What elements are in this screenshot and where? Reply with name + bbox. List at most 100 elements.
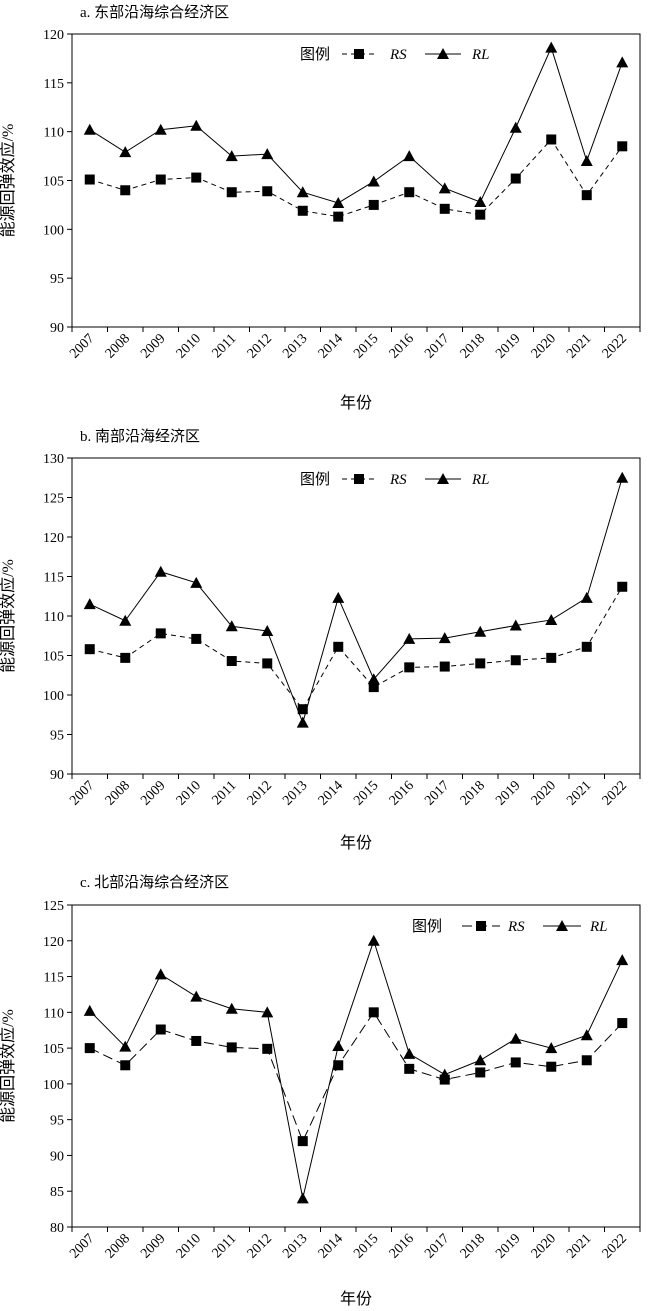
x-axis-title: 年份 bbox=[340, 834, 372, 852]
y-tick-label: 115 bbox=[44, 77, 64, 92]
legend-marker-rl bbox=[556, 920, 568, 931]
y-tick-label: 125 bbox=[43, 899, 64, 914]
x-tick-label: 2011 bbox=[210, 1231, 240, 1261]
legend-title: 图例 bbox=[412, 918, 442, 935]
y-tick-label: 80 bbox=[50, 1221, 64, 1236]
x-tick-label: 2011 bbox=[210, 331, 240, 361]
series-line-rs bbox=[89, 1011, 623, 1143]
x-tick-label: 2013 bbox=[280, 1231, 310, 1261]
y-tick-label: 110 bbox=[44, 1006, 64, 1021]
plot-area bbox=[71, 457, 641, 775]
x-tick-label: 2014 bbox=[316, 1231, 346, 1261]
legend-label-rs: RS bbox=[389, 472, 407, 488]
series-point-rs bbox=[155, 628, 166, 639]
series-point-rs bbox=[617, 581, 628, 592]
series-point-rl bbox=[332, 591, 345, 603]
series-point-rl bbox=[438, 1068, 451, 1080]
x-tick-label: 2013 bbox=[280, 778, 310, 808]
series-point-rs bbox=[155, 1024, 166, 1035]
x-tick-label: 2015 bbox=[351, 778, 381, 808]
series-point-rl bbox=[332, 1039, 345, 1051]
x-tick-label: 2021 bbox=[564, 778, 594, 808]
x-tick-label: 2014 bbox=[316, 778, 346, 808]
series-point-rs bbox=[368, 682, 379, 693]
series-point-rl bbox=[403, 1047, 416, 1059]
series-point-rs bbox=[155, 174, 166, 185]
y-tick-label: 100 bbox=[43, 1078, 64, 1093]
series-point-rl bbox=[296, 1192, 309, 1204]
series-point-rs bbox=[120, 1060, 131, 1071]
x-tick-label: 2016 bbox=[387, 331, 417, 361]
chart-panel-c: c. 北部沿海综合经济区 80 85 90 95 100 105 110 115 120 125 20… bbox=[0, 874, 641, 1308]
legend-label-rl: RL bbox=[589, 919, 608, 935]
y-tick-label: 95 bbox=[50, 1114, 64, 1129]
series-line-rl bbox=[89, 477, 623, 725]
x-tick-label: 2010 bbox=[174, 778, 204, 808]
y-tick-label: 115 bbox=[44, 571, 64, 586]
series-point-rs bbox=[226, 187, 237, 198]
series-point-rl bbox=[403, 632, 416, 644]
series-line-rl bbox=[89, 939, 623, 1199]
x-tick-label: 2007 bbox=[67, 1231, 97, 1261]
series-point-rl bbox=[367, 673, 380, 685]
series-point-rs bbox=[581, 190, 592, 201]
series-point-rs bbox=[120, 185, 131, 196]
y-tick-label: 120 bbox=[43, 935, 64, 950]
series-point-rs bbox=[546, 134, 557, 145]
series-point-rs bbox=[617, 1018, 628, 1029]
series-point-rs bbox=[368, 199, 379, 210]
series-point-rl bbox=[580, 591, 593, 603]
series-point-rs bbox=[84, 644, 95, 655]
y-tick-label: 90 bbox=[50, 768, 64, 783]
series-point-rs bbox=[404, 662, 415, 673]
series-point-rl bbox=[332, 196, 345, 208]
series-point-rs bbox=[297, 704, 308, 715]
series-point-rl bbox=[190, 119, 203, 131]
series-point-rs bbox=[84, 1043, 95, 1054]
chart-title: c. 北部沿海综合经济区 bbox=[80, 874, 229, 891]
x-tick-label: 2013 bbox=[280, 331, 310, 361]
x-tick-label: 2017 bbox=[422, 1231, 452, 1261]
series-point-rs bbox=[439, 203, 450, 214]
series-point-rs bbox=[510, 173, 521, 184]
series-point-rl bbox=[119, 1040, 132, 1052]
series-point-rs bbox=[120, 652, 131, 663]
series-line-rs bbox=[89, 138, 623, 218]
series-point-rs bbox=[581, 641, 592, 652]
series-point-rl bbox=[190, 576, 203, 588]
x-tick-label: 2022 bbox=[600, 778, 630, 808]
y-tick-label: 95 bbox=[50, 272, 64, 287]
y-tick-label: 120 bbox=[43, 28, 64, 43]
series-point-rl bbox=[545, 41, 558, 53]
series-point-rl bbox=[545, 1042, 558, 1054]
series-point-rl bbox=[367, 175, 380, 187]
y-tick-label: 100 bbox=[43, 223, 64, 238]
series-point-rs bbox=[475, 1067, 486, 1078]
x-tick-label: 2017 bbox=[422, 331, 452, 361]
legend-marker-rs bbox=[476, 921, 486, 931]
x-tick-label: 2010 bbox=[174, 1231, 204, 1261]
y-tick-label: 110 bbox=[44, 126, 64, 141]
legend: 图例 RS RL bbox=[412, 918, 608, 935]
legend-marker-rl bbox=[437, 48, 449, 59]
series-point-rs bbox=[581, 1055, 592, 1066]
y-tick-label: 90 bbox=[50, 1149, 64, 1164]
series-point-rl bbox=[509, 121, 522, 133]
series-point-rl bbox=[509, 619, 522, 631]
x-tick-label: 2016 bbox=[387, 1231, 417, 1261]
series-point-rl bbox=[616, 471, 629, 483]
series-point-rs bbox=[439, 661, 450, 672]
y-tick-label: 100 bbox=[43, 689, 64, 704]
series-point-rs bbox=[297, 205, 308, 216]
legend-label-rl: RL bbox=[471, 47, 490, 63]
series-point-rl bbox=[225, 150, 238, 162]
legend-marker-rs bbox=[354, 49, 364, 59]
series-point-rl bbox=[580, 1029, 593, 1041]
x-tick-label: 2022 bbox=[600, 331, 630, 361]
series-point-rl bbox=[83, 598, 96, 610]
x-tick-label: 2017 bbox=[422, 778, 452, 808]
series-point-rs bbox=[333, 211, 344, 222]
series-point-rl bbox=[83, 123, 96, 135]
y-tick-label: 105 bbox=[43, 175, 64, 190]
